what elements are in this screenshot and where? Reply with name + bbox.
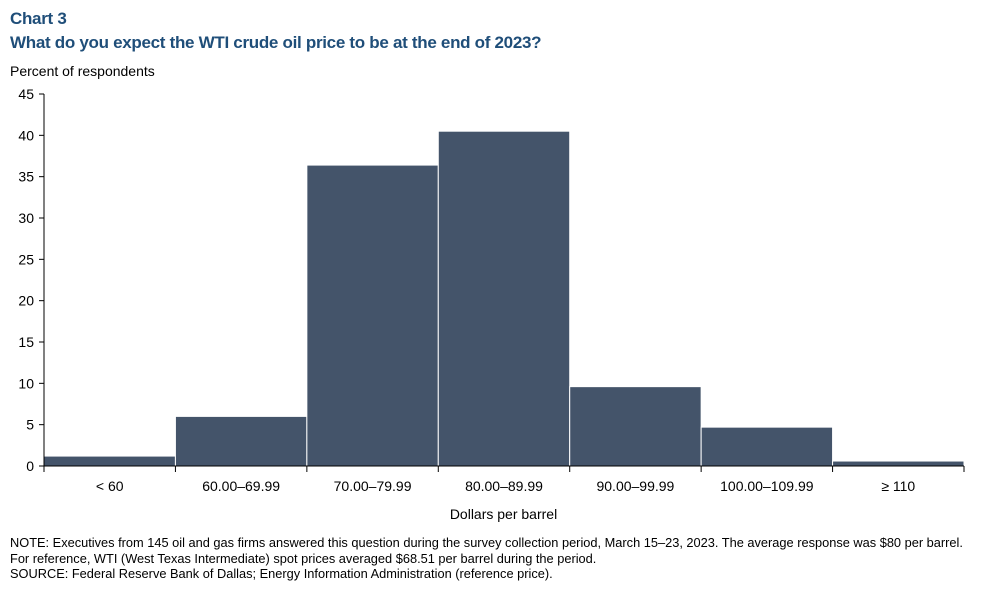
x-tick-label: 100.00–109.99 [720, 478, 814, 494]
x-tick-label: 60.00–69.99 [202, 478, 280, 494]
y-tick-label: 15 [18, 334, 34, 350]
chart-title: What do you expect the WTI crude oil pri… [10, 33, 542, 52]
bar-2 [306, 164, 439, 467]
y-ticks-group: 0 5 10 15 20 25 30 35 40 45 [18, 86, 44, 474]
y-tick-label: 30 [18, 210, 34, 226]
note-text: NOTE: Executives from 145 oil and gas fi… [10, 535, 963, 566]
y-tick-label: 40 [18, 127, 34, 143]
bars-group [43, 130, 965, 467]
bar-1 [174, 415, 308, 467]
x-tick-label: 80.00–89.99 [465, 478, 543, 494]
y-tick-label: 35 [18, 169, 34, 185]
bar-3 [437, 130, 571, 467]
axes-group [43, 94, 964, 467]
x-ticks-group: < 60 60.00–69.99 70.00–79.99 80.00–89.99 90.… [43, 466, 965, 494]
bar-5 [700, 426, 834, 467]
y-tick-label: 20 [18, 293, 34, 309]
x-tick-label: ≥ 110 [881, 478, 915, 494]
y-tick-label: 25 [18, 251, 34, 267]
footnotes: NOTE: Executives from 145 oil and gas fi… [10, 535, 985, 582]
source-text: SOURCE: Federal Reserve Bank of Dallas; … [10, 566, 553, 581]
y-tick-label: 45 [18, 86, 34, 102]
x-axis-label: Dollars per barrel [449, 506, 558, 522]
x-tick-label: 90.00–99.99 [596, 478, 674, 494]
y-axis-label: Percent of respondents [10, 63, 155, 79]
x-tick-label: 70.00–79.99 [334, 478, 412, 494]
y-tick-label: 5 [26, 417, 34, 433]
bar-6 [832, 460, 965, 467]
chart-number: Chart 3 [10, 9, 67, 28]
y-tick-label: 10 [18, 375, 34, 391]
x-tick-label: < 60 [96, 478, 124, 494]
histogram-chart: 0 5 10 15 20 25 30 35 40 45 < 60 60.00–69.99 70.00–… [18, 86, 965, 494]
bar-0 [43, 455, 176, 467]
y-tick-label: 0 [26, 458, 34, 474]
bar-4 [569, 386, 702, 467]
